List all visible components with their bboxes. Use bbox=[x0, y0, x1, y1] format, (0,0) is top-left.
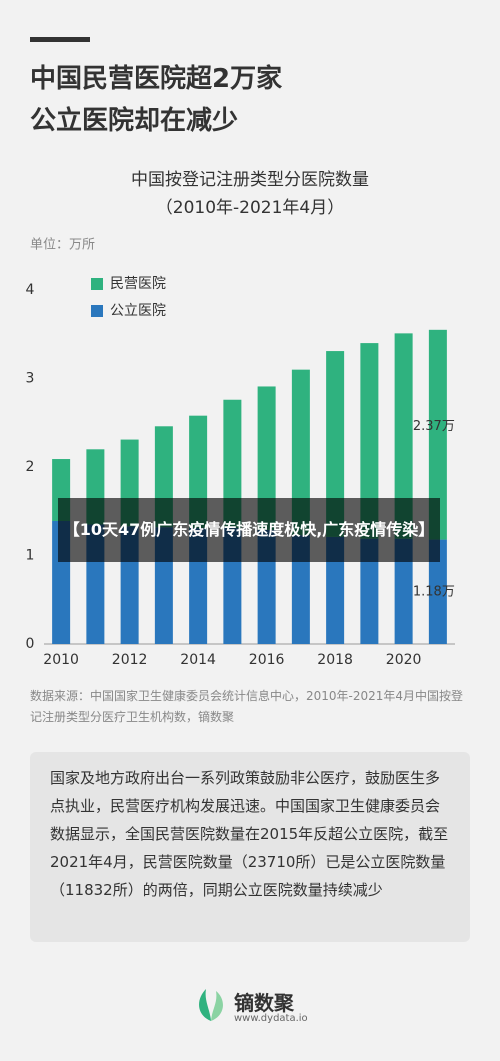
bar bbox=[291, 535, 310, 644]
source-note: 数据来源：中国国家卫生健康委员会统计信息中心，2010年-2021年4月中国按登… bbox=[30, 689, 464, 724]
bar bbox=[360, 343, 379, 539]
bar bbox=[291, 369, 310, 536]
bar bbox=[257, 386, 276, 530]
bar bbox=[428, 329, 447, 540]
headline-line: 公立医院却在减少 bbox=[30, 106, 239, 136]
y-tick-label: 2 bbox=[26, 459, 35, 475]
bar bbox=[394, 538, 413, 644]
description-text: 国家及地方政府出台一系列政策鼓励非公医疗，鼓励医生多点执业，民营医疗机构发展迅速… bbox=[50, 769, 449, 899]
headline-line: 中国民营医院超2万家 bbox=[30, 64, 283, 94]
x-tick-label: 2020 bbox=[386, 652, 422, 668]
legend-swatch bbox=[91, 305, 103, 317]
legend-swatch bbox=[91, 278, 103, 290]
brand: 镝数聚 bbox=[234, 991, 294, 1015]
bar bbox=[428, 539, 447, 644]
y-tick-label: 0 bbox=[26, 636, 35, 652]
brand-url: www.dydata.io bbox=[234, 1013, 308, 1024]
logo-icon bbox=[199, 989, 223, 1021]
y-tick-label: 4 bbox=[26, 282, 35, 298]
bar bbox=[326, 536, 345, 644]
x-tick-label: 2014 bbox=[180, 652, 216, 668]
y-tick-label: 1 bbox=[26, 548, 35, 564]
legend-label: 公立医院 bbox=[110, 303, 166, 319]
y-tick-label: 3 bbox=[26, 371, 35, 387]
headline: 中国民营医院超2万家 公立医院却在减少 bbox=[30, 58, 282, 142]
chart-title: 中国按登记注册类型分医院数量 bbox=[131, 170, 369, 190]
legend-label: 民营医院 bbox=[110, 276, 166, 292]
bar bbox=[326, 351, 345, 537]
bar bbox=[223, 399, 242, 529]
bar bbox=[394, 333, 413, 539]
x-tick-label: 2018 bbox=[317, 652, 353, 668]
value-label: 1.18万 bbox=[413, 584, 455, 599]
x-tick-label: 2010 bbox=[43, 652, 79, 668]
overlay-banner: 【10天47例广东疫情传播速度极快,广东疫情传染】 bbox=[58, 498, 440, 562]
x-tick-label: 2016 bbox=[249, 652, 285, 668]
accent-bar bbox=[30, 37, 90, 42]
x-tick-label: 2012 bbox=[112, 652, 148, 668]
chart-subtitle: （2010年-2021年4月） bbox=[156, 198, 344, 218]
description-box: 国家及地方政府出台一系列政策鼓励非公医疗，鼓励医生多点执业，民营医疗机构发展迅速… bbox=[30, 752, 470, 942]
overlay-text: 【10天47例广东疫情传播速度极快,广东疫情传染】 bbox=[63, 520, 435, 539]
value-label: 2.37万 bbox=[413, 419, 455, 434]
unit-label: 单位：万所 bbox=[30, 238, 95, 253]
chart: 中国按登记注册类型分医院数量 （2010年-2021年4月） 单位：万所 0 1 2… bbox=[26, 170, 455, 668]
bar bbox=[360, 538, 379, 644]
